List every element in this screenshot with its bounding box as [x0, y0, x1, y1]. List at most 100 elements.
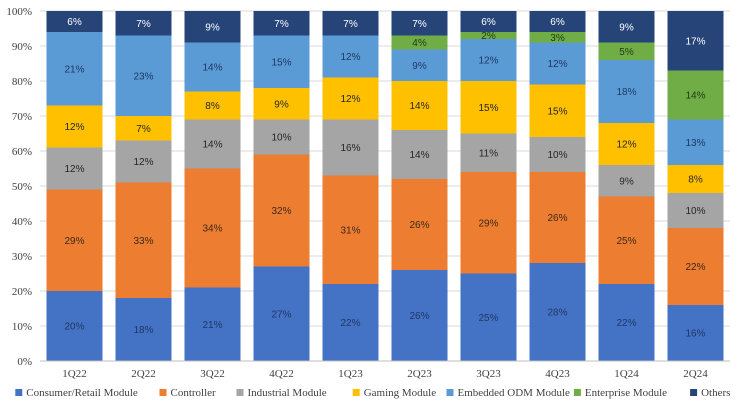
bar-segment: [598, 284, 655, 361]
bar-segment: [391, 81, 448, 130]
data-label: 12%: [64, 164, 84, 175]
data-label: 11%: [479, 148, 498, 159]
data-label: 9%: [274, 99, 289, 110]
data-label: 8%: [205, 101, 220, 112]
data-label: 29%: [64, 236, 84, 247]
bar-segment: [598, 60, 655, 123]
data-label: 12%: [64, 122, 84, 133]
data-label: 9%: [412, 61, 427, 72]
bar-segment: [184, 119, 241, 169]
bar-segment: [184, 42, 241, 92]
legend-swatch: [446, 389, 454, 396]
data-label: 12%: [340, 52, 360, 63]
data-label: 12%: [478, 56, 498, 67]
data-label: 15%: [271, 57, 291, 68]
bar-segment: [460, 11, 517, 32]
legend-label: Gaming Module: [364, 387, 437, 399]
bar-segment: [667, 305, 724, 361]
data-label: 15%: [478, 103, 498, 114]
data-label: 2%: [481, 31, 496, 42]
bar-segment: [460, 39, 517, 81]
data-label: 26%: [547, 213, 567, 224]
legend-label: Enterprise Module: [585, 387, 667, 399]
legend-swatch: [236, 389, 244, 396]
data-label: 25%: [478, 313, 498, 324]
data-label: 14%: [202, 140, 222, 151]
data-label: 18%: [133, 325, 153, 336]
data-label: 22%: [340, 318, 360, 329]
bar-segment: [46, 147, 103, 190]
bar-segment: [460, 133, 517, 172]
y-tick-label: 40%: [12, 216, 32, 228]
legend-swatch: [15, 389, 23, 396]
x-tick-label: 2Q22: [131, 368, 155, 380]
bar-segment: [184, 91, 241, 120]
y-tick-label: 60%: [12, 146, 32, 158]
bar-segment: [460, 32, 517, 39]
bar-segment: [598, 196, 655, 284]
bar-segment: [322, 119, 379, 176]
bar-segment: [115, 116, 172, 141]
bar-segment: [322, 35, 379, 78]
data-label: 14%: [202, 63, 222, 74]
data-label: 7%: [136, 19, 151, 30]
legend-swatch: [159, 389, 167, 396]
y-tick-label: 100%: [6, 6, 32, 18]
data-label: 7%: [343, 19, 358, 30]
data-label: 8%: [688, 175, 703, 186]
data-label: 14%: [685, 91, 705, 102]
y-axis: 0% 10% 20% 30% 40% 50% 60% 70% 80% 90% 100%: [6, 6, 32, 368]
y-tick-label: 20%: [12, 286, 32, 298]
data-label: 6%: [481, 17, 496, 28]
bar-segment: [598, 123, 655, 165]
data-label: 7%: [136, 124, 151, 135]
bar-segment: [46, 11, 103, 32]
x-tick-label: 3Q23: [476, 368, 501, 380]
data-label: 10%: [547, 150, 567, 161]
y-tick-label: 80%: [12, 76, 32, 88]
x-axis: 1Q22 2Q22 3Q22 4Q22 1Q23 2Q23 3Q23 4Q23 1Q24 2Q24: [40, 360, 730, 380]
bar-segment: [391, 179, 448, 270]
bar-segment: [529, 11, 586, 32]
bar-segment: [253, 154, 310, 267]
data-label: 33%: [133, 236, 153, 247]
x-tick-label: 2Q24: [683, 368, 708, 380]
x-tick-label: 3Q22: [200, 368, 224, 380]
bar-segment: [529, 263, 586, 361]
data-label: 12%: [616, 140, 636, 151]
data-label: 9%: [619, 176, 634, 187]
bar-segment: [322, 284, 379, 361]
bar-segment: [460, 172, 517, 274]
bar-segment: [115, 11, 172, 36]
data-label: 31%: [340, 225, 360, 236]
legend-label: Controller: [171, 387, 217, 399]
data-label: 7%: [274, 19, 289, 30]
data-label: 16%: [685, 329, 705, 340]
data-label: 14%: [409, 150, 429, 161]
bar-segment: [391, 11, 448, 36]
bar-segment: [529, 42, 586, 85]
data-label: 13%: [685, 138, 705, 149]
bar-segment: [322, 175, 379, 284]
data-label: 25%: [616, 236, 636, 247]
bar-segment: [667, 165, 724, 193]
bar-segment: [253, 35, 310, 88]
data-label: 15%: [547, 106, 567, 117]
bar-segment: [253, 119, 310, 155]
data-label: 21%: [64, 64, 84, 75]
x-tick-label: 1Q22: [62, 368, 86, 380]
data-label: 21%: [202, 320, 222, 331]
bar-segment: [598, 42, 655, 60]
bar-segment: [391, 130, 448, 179]
legend-swatch: [352, 389, 360, 396]
data-label: 10%: [271, 133, 291, 144]
bar-segment: [598, 165, 655, 197]
bar-segment: [46, 189, 103, 291]
bar-segment: [184, 11, 241, 43]
data-label: 17%: [685, 36, 705, 47]
bar-segment: [184, 168, 241, 288]
bar-segment: [115, 35, 172, 116]
legend-label: Industrial Module: [248, 387, 327, 399]
bar-segment: [529, 32, 586, 43]
y-tick-label: 0%: [17, 356, 32, 368]
